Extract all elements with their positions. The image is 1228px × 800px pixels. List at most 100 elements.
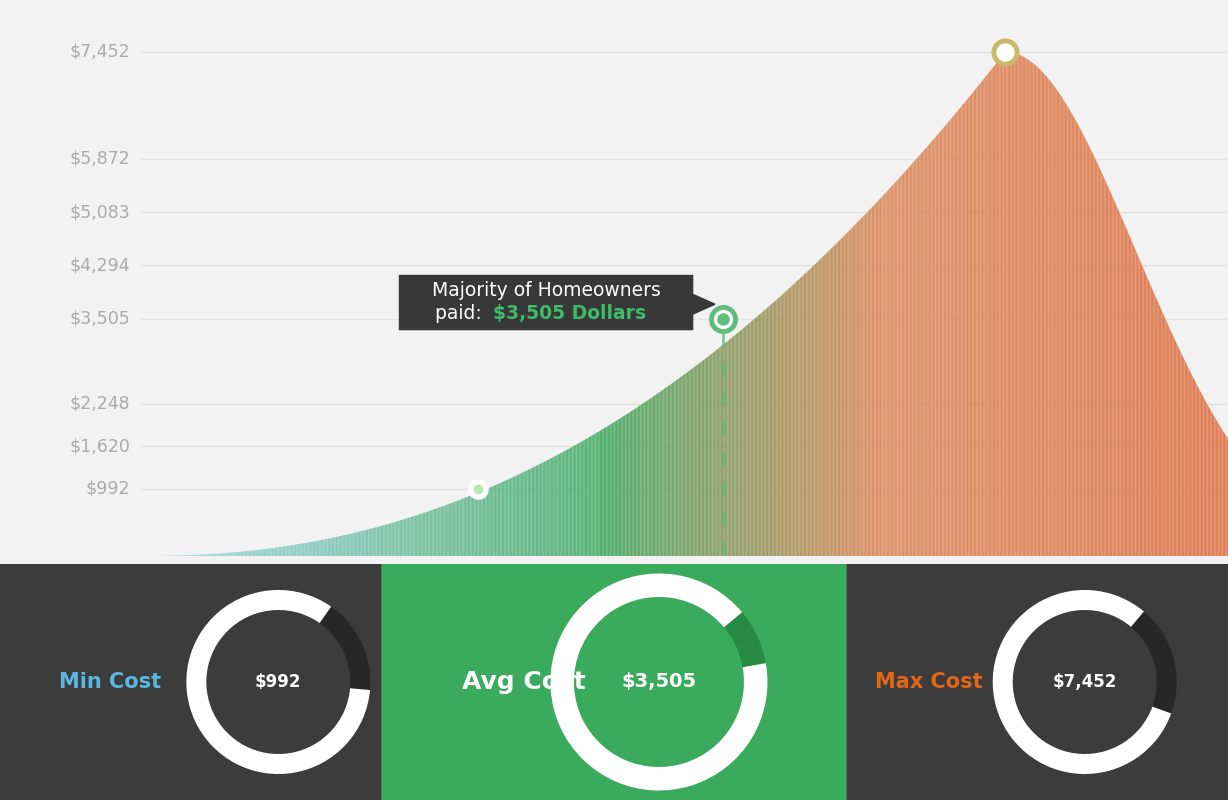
Polygon shape [562, 451, 564, 556]
Polygon shape [408, 518, 409, 556]
Polygon shape [700, 362, 701, 556]
Polygon shape [494, 486, 495, 556]
Polygon shape [280, 546, 281, 556]
FancyBboxPatch shape [382, 506, 846, 800]
Polygon shape [1076, 120, 1077, 556]
Polygon shape [790, 286, 791, 556]
Polygon shape [682, 376, 683, 556]
Polygon shape [788, 287, 790, 556]
Polygon shape [345, 534, 346, 556]
Polygon shape [298, 544, 301, 556]
Polygon shape [1137, 253, 1138, 556]
Polygon shape [915, 158, 916, 556]
Polygon shape [701, 361, 702, 556]
Polygon shape [731, 338, 732, 556]
Polygon shape [519, 474, 521, 556]
Polygon shape [328, 538, 329, 556]
Polygon shape [715, 350, 717, 556]
Polygon shape [996, 62, 997, 556]
Polygon shape [205, 554, 206, 556]
Polygon shape [559, 454, 560, 556]
Polygon shape [675, 380, 677, 556]
Polygon shape [204, 554, 205, 556]
Polygon shape [779, 296, 781, 556]
Polygon shape [425, 512, 427, 556]
Polygon shape [856, 223, 857, 556]
Polygon shape [863, 214, 865, 556]
Text: paid:: paid: [435, 304, 488, 323]
Polygon shape [769, 306, 770, 556]
Polygon shape [404, 519, 405, 556]
Polygon shape [853, 225, 856, 556]
Polygon shape [490, 487, 491, 556]
Polygon shape [554, 456, 555, 556]
Polygon shape [1221, 428, 1223, 556]
Polygon shape [1100, 169, 1102, 556]
Polygon shape [456, 501, 457, 556]
Polygon shape [592, 435, 593, 556]
Polygon shape [985, 76, 986, 556]
Polygon shape [739, 330, 740, 556]
Polygon shape [492, 486, 494, 556]
Polygon shape [399, 520, 402, 556]
Polygon shape [642, 403, 643, 556]
Polygon shape [1140, 259, 1141, 556]
Polygon shape [753, 318, 755, 556]
Polygon shape [507, 479, 508, 556]
Polygon shape [1119, 212, 1120, 556]
Polygon shape [458, 500, 459, 556]
Polygon shape [394, 522, 395, 556]
Polygon shape [225, 553, 226, 556]
Polygon shape [851, 227, 852, 556]
Polygon shape [861, 218, 862, 556]
Polygon shape [823, 255, 824, 556]
Polygon shape [518, 474, 519, 556]
Text: $992: $992 [86, 480, 130, 498]
Polygon shape [837, 241, 839, 556]
Polygon shape [1089, 146, 1090, 556]
Polygon shape [712, 352, 713, 556]
Polygon shape [825, 253, 826, 556]
Polygon shape [386, 524, 387, 556]
Polygon shape [1136, 250, 1137, 556]
Polygon shape [361, 530, 363, 556]
Polygon shape [1110, 190, 1111, 556]
Polygon shape [257, 550, 258, 556]
Polygon shape [1151, 285, 1152, 556]
Polygon shape [1024, 57, 1025, 556]
Polygon shape [713, 351, 715, 556]
Polygon shape [1175, 340, 1176, 556]
Polygon shape [685, 290, 715, 318]
Polygon shape [588, 437, 591, 556]
Polygon shape [889, 187, 890, 556]
Polygon shape [846, 233, 847, 556]
Polygon shape [888, 189, 889, 556]
Polygon shape [599, 430, 600, 556]
Polygon shape [1186, 362, 1187, 556]
Polygon shape [1104, 178, 1105, 556]
Polygon shape [421, 514, 422, 556]
Polygon shape [976, 86, 977, 556]
Polygon shape [249, 550, 251, 556]
Polygon shape [705, 358, 706, 556]
Polygon shape [632, 410, 634, 556]
Polygon shape [802, 275, 803, 556]
Polygon shape [958, 110, 959, 556]
Polygon shape [777, 298, 779, 556]
Polygon shape [243, 551, 244, 556]
Polygon shape [414, 516, 415, 556]
Polygon shape [1022, 56, 1023, 556]
Polygon shape [709, 355, 710, 556]
Polygon shape [1212, 412, 1213, 556]
Polygon shape [829, 249, 831, 556]
Polygon shape [582, 441, 583, 556]
Polygon shape [1187, 366, 1189, 556]
Polygon shape [512, 477, 513, 556]
Polygon shape [980, 82, 982, 556]
Polygon shape [770, 305, 771, 556]
Polygon shape [1056, 90, 1059, 556]
Polygon shape [626, 414, 629, 556]
Polygon shape [545, 461, 546, 556]
Polygon shape [819, 259, 820, 556]
Polygon shape [923, 150, 925, 556]
